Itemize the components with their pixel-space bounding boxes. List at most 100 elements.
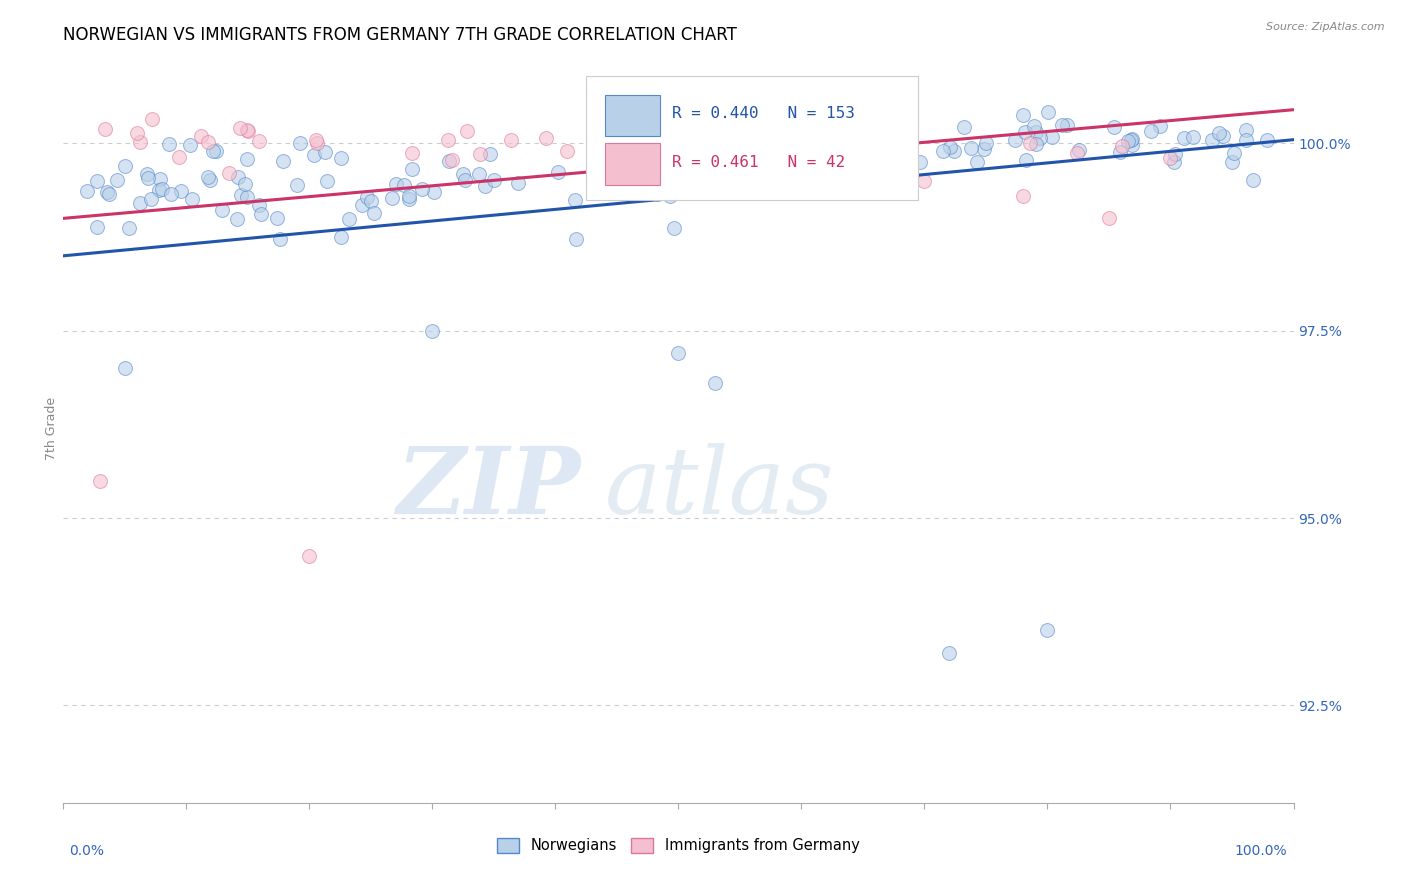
Point [938,140,960,154]
Point [1116,134,1139,148]
Point [148,183,170,197]
Point [1163,155,1185,169]
Point [97,187,120,202]
Point [451,167,474,181]
Point [624,141,647,155]
Point [229,121,252,136]
Point [600,149,623,163]
Point [86,174,108,188]
Point [761,145,783,160]
Point [96,185,118,199]
Point [1234,133,1257,147]
FancyBboxPatch shape [605,144,659,185]
Point [398,188,420,202]
Point [266,211,288,225]
Point [1121,137,1143,152]
Point [844,145,866,159]
FancyBboxPatch shape [605,95,659,136]
Point [1042,129,1064,144]
Point [830,132,852,146]
Point [1098,211,1121,226]
Point [86,219,108,234]
Point [236,152,259,166]
Point [1111,138,1133,153]
Point [381,191,404,205]
Point [804,152,827,166]
Point [356,189,378,203]
Text: ZIP: ZIP [395,443,579,533]
Point [204,145,226,159]
Point [271,154,294,169]
Point [363,206,385,220]
Point [1029,131,1052,145]
Point [226,169,249,184]
Point [315,174,337,188]
Point [811,145,834,159]
Point [547,164,569,178]
Point [114,159,136,173]
Point [1181,129,1204,144]
Point [770,158,793,172]
Point [817,122,839,136]
Point [1014,125,1036,139]
Point [1038,105,1060,120]
Point [479,147,502,161]
Text: 0.0%: 0.0% [69,844,104,858]
Point [139,192,162,206]
Point [1025,125,1047,139]
Text: Source: ZipAtlas.com: Source: ZipAtlas.com [1267,22,1385,32]
Point [330,152,353,166]
Point [190,129,212,144]
Point [1025,136,1047,151]
Point [1212,128,1234,143]
Point [422,324,444,338]
Point [114,361,136,376]
Point [287,178,309,192]
Point [468,167,491,181]
Point [118,221,141,235]
Point [181,192,204,206]
Point [474,179,496,194]
Point [1149,119,1171,133]
Point [501,133,523,147]
Point [671,132,693,146]
Point [211,202,233,217]
Point [398,192,420,206]
Point [859,130,882,145]
Point [1241,173,1264,187]
Point [1067,143,1090,157]
Point [883,167,905,181]
Point [236,124,259,138]
Point [170,184,193,198]
Point [697,176,720,190]
Point [655,136,678,150]
Point [305,132,328,146]
Point [269,232,291,246]
Point [735,138,758,153]
Point [880,137,903,152]
Point [236,123,259,137]
Point [966,154,988,169]
Point [249,207,271,221]
Point [411,182,433,196]
Point [298,549,321,563]
Point [394,178,416,192]
Point [973,142,995,156]
Point [534,130,557,145]
Point [766,162,789,177]
Point [136,171,159,186]
Point [197,136,219,150]
Point [440,153,463,168]
Point [1018,136,1040,150]
Point [302,148,325,162]
Point [851,169,873,183]
Point [718,162,741,177]
Point [1208,126,1230,140]
Point [1050,118,1073,132]
Point [288,136,311,151]
Point [1036,624,1059,638]
Point [508,176,530,190]
Point [76,184,98,198]
Point [876,186,898,200]
Point [1220,155,1243,169]
